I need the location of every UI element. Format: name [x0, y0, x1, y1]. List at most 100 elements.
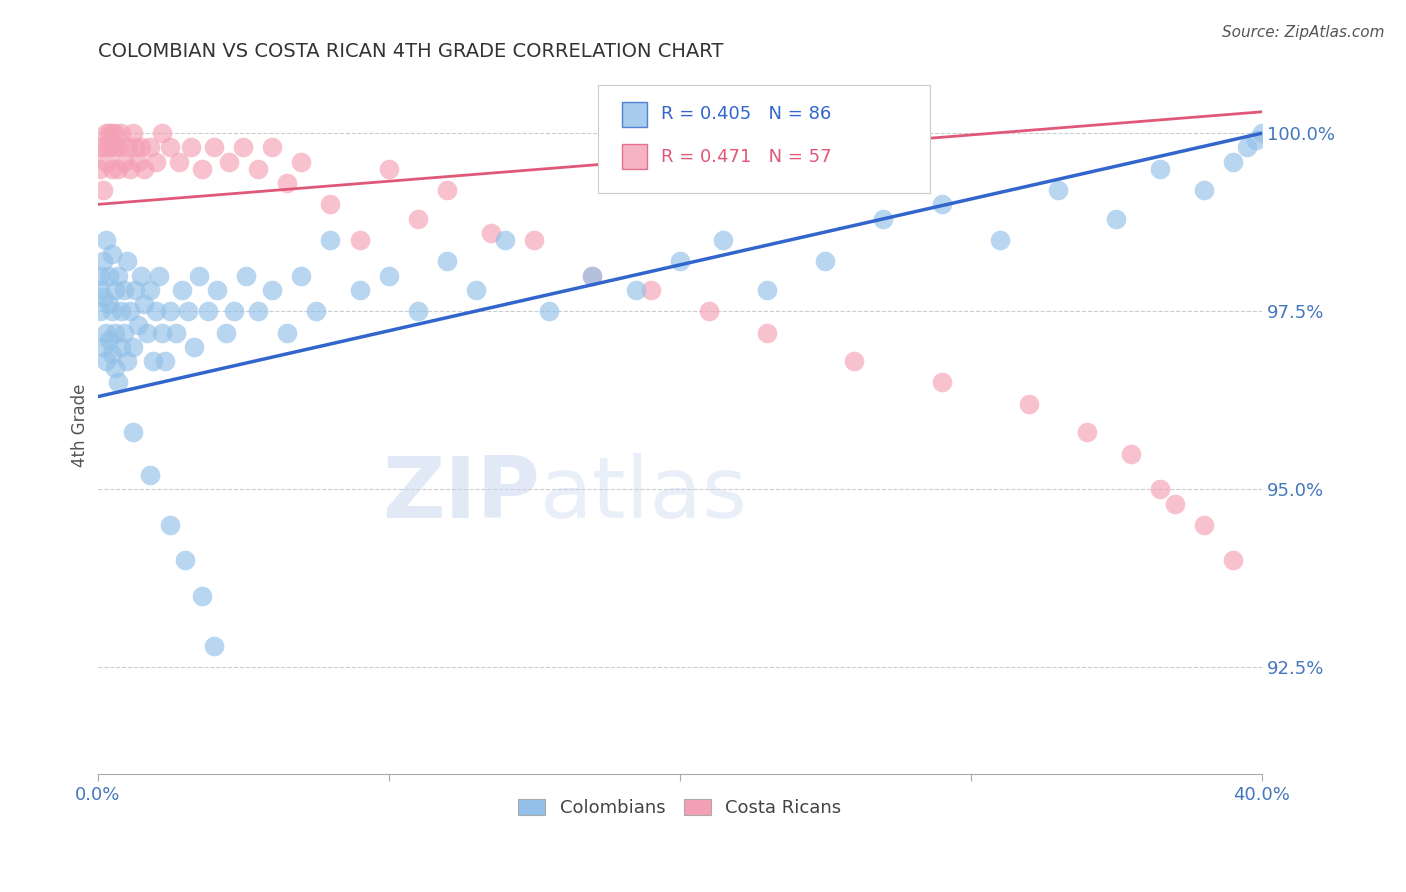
- Point: [96, 233, 118, 247]
- Point: [112, 326, 135, 340]
- Point: [202, 140, 225, 154]
- Bar: [621, 145, 647, 169]
- Point: [115, 140, 138, 154]
- Point: [377, 268, 399, 283]
- Point: [98, 140, 121, 154]
- Point: [1236, 140, 1258, 154]
- Point: [110, 126, 132, 140]
- Point: [1222, 553, 1244, 567]
- Point: [89, 283, 111, 297]
- Point: [349, 233, 371, 247]
- Point: [246, 161, 269, 176]
- Point: [142, 354, 165, 368]
- Point: [756, 283, 779, 297]
- Text: ZIP: ZIP: [382, 453, 540, 536]
- Point: [668, 254, 690, 268]
- Point: [1192, 517, 1215, 532]
- Point: [1244, 133, 1267, 147]
- Point: [139, 140, 162, 154]
- Point: [188, 268, 211, 283]
- Point: [134, 161, 156, 176]
- Point: [180, 140, 202, 154]
- Point: [101, 304, 124, 318]
- Point: [145, 304, 167, 318]
- Point: [276, 176, 298, 190]
- Point: [319, 197, 342, 211]
- Text: Source: ZipAtlas.com: Source: ZipAtlas.com: [1222, 25, 1385, 40]
- Point: [1163, 496, 1185, 510]
- Point: [1222, 154, 1244, 169]
- Point: [713, 233, 735, 247]
- Point: [581, 268, 603, 283]
- Point: [93, 340, 115, 354]
- Point: [104, 126, 127, 140]
- Point: [1076, 425, 1098, 440]
- Point: [191, 161, 214, 176]
- Point: [1105, 211, 1128, 226]
- Point: [1119, 447, 1142, 461]
- Point: [121, 340, 143, 354]
- Point: [124, 283, 146, 297]
- Point: [191, 589, 214, 603]
- Point: [96, 354, 118, 368]
- Point: [377, 161, 399, 176]
- Point: [145, 154, 167, 169]
- Point: [139, 283, 162, 297]
- Point: [1149, 161, 1171, 176]
- Point: [756, 326, 779, 340]
- Point: [640, 283, 662, 297]
- FancyBboxPatch shape: [598, 85, 929, 193]
- Point: [537, 304, 560, 318]
- Point: [183, 340, 205, 354]
- Point: [101, 247, 124, 261]
- Point: [96, 154, 118, 169]
- Point: [89, 161, 111, 176]
- Text: atlas: atlas: [540, 453, 748, 536]
- Point: [290, 154, 312, 169]
- Point: [624, 283, 647, 297]
- Point: [814, 254, 837, 268]
- Point: [115, 254, 138, 268]
- Point: [118, 161, 141, 176]
- Point: [150, 326, 173, 340]
- Point: [1192, 183, 1215, 197]
- Point: [129, 140, 152, 154]
- Point: [107, 140, 129, 154]
- Point: [112, 283, 135, 297]
- Point: [101, 126, 124, 140]
- Point: [931, 376, 953, 390]
- Point: [465, 283, 488, 297]
- Point: [107, 268, 129, 283]
- Point: [89, 140, 111, 154]
- Point: [988, 233, 1011, 247]
- Point: [697, 304, 720, 318]
- Point: [205, 283, 228, 297]
- Text: COLOMBIAN VS COSTA RICAN 4TH GRADE CORRELATION CHART: COLOMBIAN VS COSTA RICAN 4TH GRADE CORRE…: [97, 42, 723, 61]
- Point: [262, 140, 284, 154]
- Point: [246, 304, 269, 318]
- Point: [872, 211, 894, 226]
- Point: [124, 140, 146, 154]
- Point: [98, 268, 121, 283]
- Point: [110, 340, 132, 354]
- Point: [1047, 183, 1070, 197]
- Point: [406, 211, 429, 226]
- Point: [1018, 397, 1040, 411]
- Point: [197, 304, 219, 318]
- Point: [89, 304, 111, 318]
- Point: [581, 268, 603, 283]
- Point: [98, 297, 121, 311]
- Point: [406, 304, 429, 318]
- Point: [153, 354, 176, 368]
- Point: [232, 140, 254, 154]
- Point: [931, 197, 953, 211]
- Point: [98, 126, 121, 140]
- Point: [436, 183, 458, 197]
- Point: [121, 425, 143, 440]
- Point: [127, 318, 149, 333]
- Point: [174, 553, 197, 567]
- Point: [134, 297, 156, 311]
- Point: [159, 140, 181, 154]
- Bar: [621, 102, 647, 127]
- Point: [224, 304, 246, 318]
